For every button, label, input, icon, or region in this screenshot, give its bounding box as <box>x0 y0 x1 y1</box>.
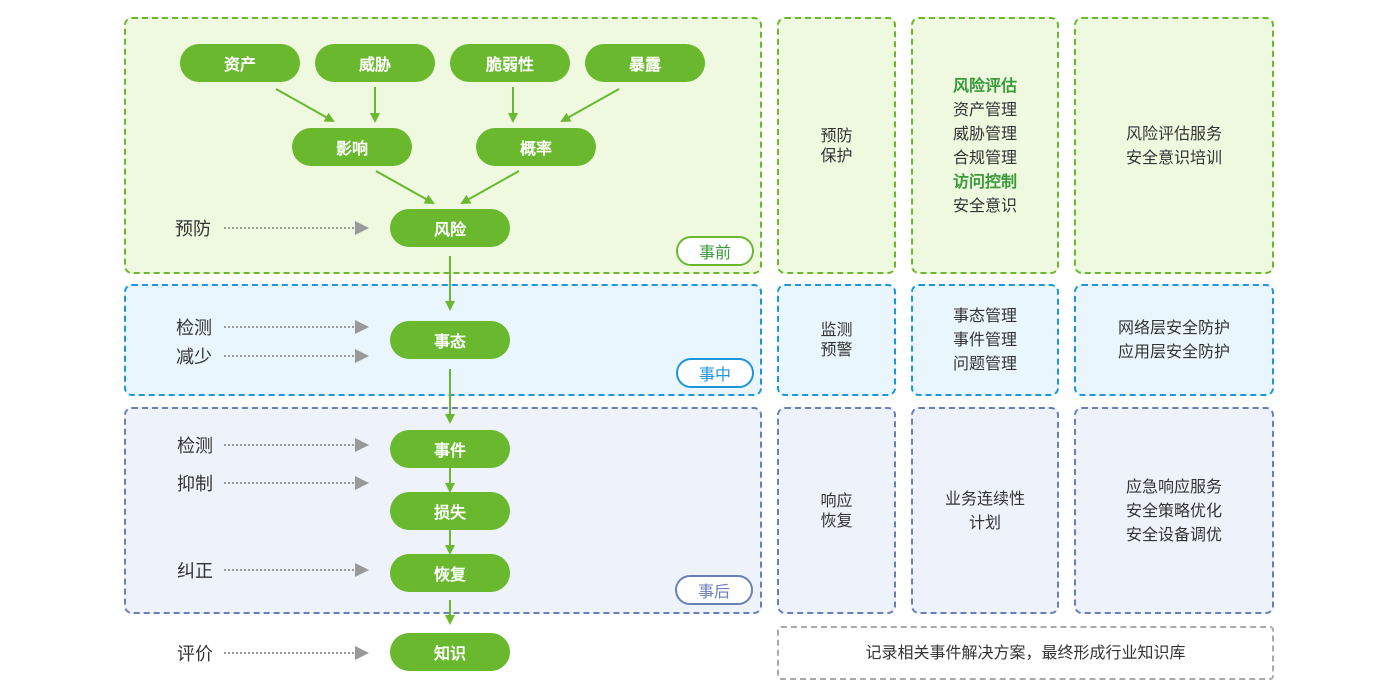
phase-cell-pre: 预防 保护 <box>777 17 896 274</box>
action-reduce: 减少 <box>176 347 212 368</box>
service-text: 应用层安全防护 <box>1117 342 1230 361</box>
arrow-impact-risk <box>375 170 435 204</box>
stage-tag-post: 事后 <box>675 575 753 605</box>
arrow-exposure-probability <box>560 88 620 122</box>
stage-tag-mid: 事中 <box>676 358 754 388</box>
phase-cell-post: 响应 恢复 <box>777 407 896 614</box>
stage-tag-pre: 事前 <box>676 236 754 266</box>
phase-text: 监测 <box>820 320 853 339</box>
arrow-asset-impact <box>275 88 335 122</box>
service-text: 网络层安全防护 <box>1117 318 1230 337</box>
items-cell-mid: 事态管理 事件管理 问题管理 <box>911 284 1059 396</box>
phase-text: 响应 <box>820 490 853 510</box>
item-text: 安全意识 <box>952 195 1017 215</box>
action-suppress: 抑制 <box>177 474 213 495</box>
item-text: 问题管理 <box>952 354 1017 373</box>
action-prevent: 预防 <box>175 219 211 240</box>
item-text: 合规管理 <box>952 147 1017 167</box>
item-text-highlight: 风险评估 <box>952 75 1017 95</box>
phase-cell-mid: 监测 预警 <box>777 284 896 396</box>
item-text: 业务连续性 <box>944 488 1025 508</box>
knowledge-note: 记录相关事件解决方案，最终形成行业知识库 <box>777 626 1274 680</box>
action-evaluate: 评价 <box>177 644 213 665</box>
node-threat: 威胁 <box>315 44 435 82</box>
arrow-probability-risk <box>460 170 520 204</box>
note-text: 记录相关事件解决方案，最终形成行业知识库 <box>865 643 1186 662</box>
node-recovery: 恢复 <box>390 554 510 592</box>
items-cell-post: 业务连续性 计划 <box>911 407 1059 614</box>
phase-text: 恢复 <box>820 510 853 530</box>
phase-text: 预警 <box>820 340 853 359</box>
action-detect: 检测 <box>177 436 213 457</box>
node-event: 事件 <box>390 430 510 468</box>
node-knowledge: 知识 <box>390 633 510 671</box>
services-cell-pre: 风险评估服务 安全意识培训 <box>1074 17 1274 274</box>
item-text: 事态管理 <box>952 306 1017 325</box>
services-cell-mid: 网络层安全防护 应用层安全防护 <box>1074 284 1274 396</box>
item-text: 计划 <box>968 512 1001 532</box>
node-situation: 事态 <box>390 321 510 359</box>
node-asset: 资产 <box>180 44 300 82</box>
phase-text: 保护 <box>820 145 853 165</box>
action-detect: 检测 <box>176 318 212 339</box>
node-risk: 风险 <box>390 209 510 247</box>
service-text: 安全意识培训 <box>1125 147 1222 167</box>
service-text: 风险评估服务 <box>1125 123 1222 143</box>
service-text: 应急响应服务 <box>1125 476 1222 496</box>
items-cell-pre: 风险评估 资产管理 威胁管理 合规管理 访问控制 安全意识 <box>911 17 1059 274</box>
item-text: 威胁管理 <box>952 123 1017 143</box>
node-probability: 概率 <box>476 128 596 166</box>
item-text-highlight: 访问控制 <box>952 171 1017 191</box>
services-cell-post: 应急响应服务 安全策略优化 安全设备调优 <box>1074 407 1274 614</box>
item-text: 资产管理 <box>952 99 1017 119</box>
node-exposure: 暴露 <box>585 44 705 82</box>
action-correct: 纠正 <box>177 561 213 582</box>
node-loss: 损失 <box>390 492 510 530</box>
service-text: 安全策略优化 <box>1125 500 1222 520</box>
node-impact: 影响 <box>292 128 412 166</box>
item-text: 事件管理 <box>952 330 1017 349</box>
service-text: 安全设备调优 <box>1125 524 1222 544</box>
node-vulnerability: 脆弱性 <box>450 44 570 82</box>
phase-text: 预防 <box>820 125 853 145</box>
